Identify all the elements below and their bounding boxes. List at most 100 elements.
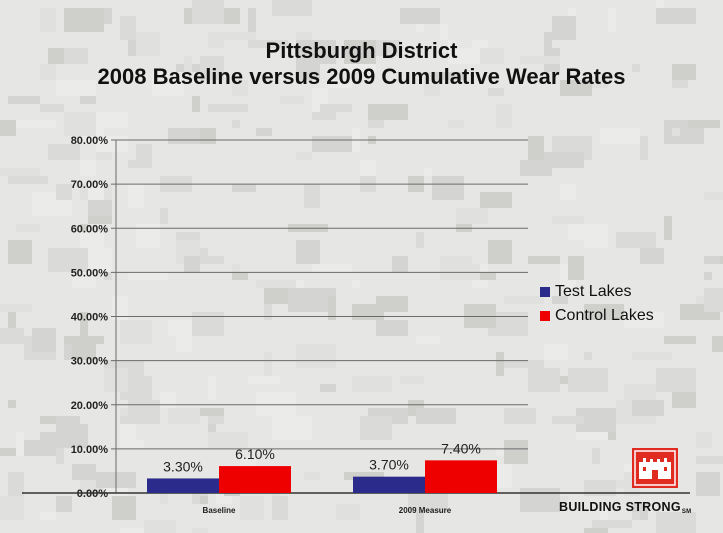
camo-block [584,352,592,360]
camo-block [448,40,456,48]
camo-block [136,32,160,56]
legend-item-control-lakes: Control Lakes [540,304,654,328]
camo-block [360,416,392,440]
camo-block [504,408,536,424]
camo-block [632,64,640,72]
x-category-label: Baseline [203,506,236,515]
camo-block [704,192,723,200]
legend-swatch-test-lakes [540,287,550,297]
camo-block [16,432,24,456]
camo-block [232,184,256,192]
data-label-test-lakes: 3.30% [163,458,203,474]
camo-block [264,304,272,320]
camo-block [96,152,112,160]
camo-block [56,496,72,512]
camo-block [688,120,720,128]
camo-block [504,440,528,464]
camo-block [168,408,200,424]
camo-block [304,472,320,480]
camo-block [272,496,288,512]
bar-test-lakes [353,476,425,493]
camo-block [600,128,640,144]
camo-block [528,256,560,264]
camo-block [40,416,80,424]
chart-legend: Test Lakes Control Lakes [540,280,654,328]
camo-block [552,216,584,224]
y-tick-label: 20.00% [71,400,109,412]
camo-block [440,24,448,40]
building-strong-text: BUILDING STRONGSM [559,500,691,515]
y-tick-label: 30.00% [71,356,109,368]
camo-block [40,8,56,32]
camo-block [120,440,144,448]
camo-block [320,104,352,112]
camo-block [664,336,696,344]
bar-test-lakes [147,478,219,493]
camo-block [208,376,216,400]
camo-block [416,408,456,424]
camo-block [8,176,48,184]
camo-block [256,392,296,416]
camo-block [200,56,224,80]
camo-block [616,232,656,248]
camo-block [88,200,112,216]
data-label-control-lakes: 6.10% [235,446,275,462]
camo-block [200,496,208,504]
camo-block [48,144,80,160]
legend-item-test-lakes: Test Lakes [540,280,654,304]
camo-block [184,256,200,272]
camo-block [584,480,616,496]
camo-block [128,40,136,56]
camo-block [232,80,248,96]
camo-block [80,96,96,104]
camo-block [80,224,88,232]
camo-block [72,464,96,472]
camo-block [496,352,504,376]
y-tick-label: 50.00% [71,267,109,279]
camo-block [440,256,472,280]
camo-block [584,240,608,248]
camo-block [696,472,720,496]
camo-block [432,72,464,80]
camo-block [632,400,664,416]
camo-block [416,336,440,344]
camo-block [64,344,72,360]
camo-block [248,8,256,32]
camo-block [296,40,336,64]
camo-block [504,360,544,368]
camo-block [56,440,64,464]
camo-block [656,0,664,8]
camo-block [296,240,320,264]
camo-block [632,352,672,360]
camo-block [504,296,544,304]
camo-block [16,120,56,128]
camo-block [568,224,608,240]
title-line-1: Pittsburgh District [265,38,458,63]
camo-block [656,368,696,392]
castle-logo-icon [632,448,678,488]
camo-block [336,504,360,520]
camo-block [352,376,392,392]
camo-block [80,312,88,336]
camo-block [16,224,40,232]
camo-block [248,376,280,384]
camo-block [544,152,584,168]
camo-block [552,416,584,424]
camo-block [56,80,96,96]
camo-block [280,96,304,104]
camo-block [560,184,576,200]
camo-block [208,416,224,424]
camo-block [528,136,544,160]
footer-label: BUILDING STRONG [559,500,681,514]
camo-block [624,312,664,328]
camo-block [640,136,648,160]
camo-block [208,432,248,448]
legend-label-test-lakes: Test Lakes [555,283,632,300]
camo-block [232,272,248,280]
camo-block [320,384,336,392]
camo-block [392,256,408,272]
camo-block [432,176,464,200]
camo-block [56,424,88,448]
camo-block [632,512,640,520]
